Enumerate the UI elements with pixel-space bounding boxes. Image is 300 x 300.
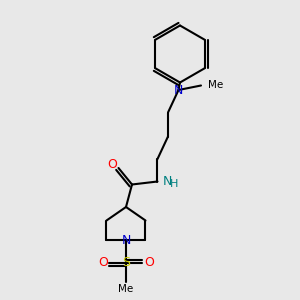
Text: N: N [163, 175, 172, 188]
Text: O: O [98, 256, 108, 269]
Text: O: O [144, 256, 154, 269]
Text: N: N [174, 83, 183, 97]
Text: Me: Me [118, 284, 134, 295]
Text: O: O [108, 158, 117, 172]
Text: N: N [121, 233, 131, 247]
Text: Me: Me [208, 80, 223, 91]
Text: H: H [170, 179, 178, 189]
Text: S: S [122, 256, 130, 269]
